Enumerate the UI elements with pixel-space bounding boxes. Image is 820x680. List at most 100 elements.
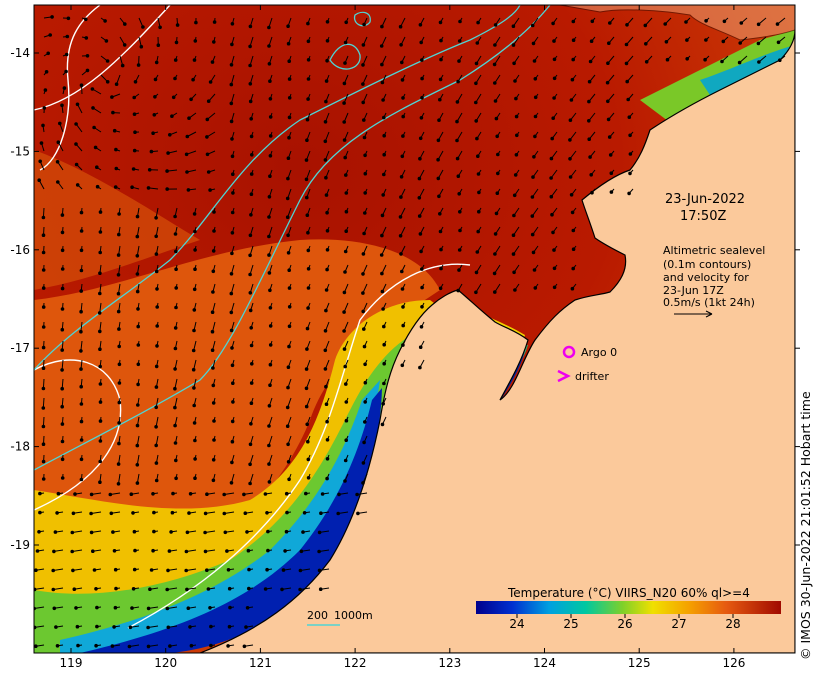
- velocity-arrow-head: [317, 568, 322, 573]
- velocity-arrow-head: [34, 568, 38, 573]
- velocity-arrow-head: [455, 138, 459, 143]
- velocity-arrow-head: [304, 177, 309, 182]
- velocity-arrow-head: [342, 310, 346, 314]
- velocity-arrow-head: [38, 491, 42, 496]
- velocity-arrow-head: [111, 110, 115, 115]
- latitude-axis: -14 -15 -16 -17 -18 -19: [10, 46, 800, 552]
- velocity-arrow-head: [71, 511, 76, 516]
- velocity-arrow-head: [268, 288, 272, 293]
- velocity-arrow-head: [171, 491, 175, 496]
- velocity-arrow-head: [135, 272, 140, 276]
- velocity-arrow-head: [41, 286, 46, 290]
- velocity-arrow-head: [325, 39, 330, 43]
- velocity-arrow-head: [344, 173, 348, 177]
- velocity-arrow-head: [305, 347, 309, 351]
- velocity-arrow-head: [417, 176, 422, 181]
- velocity-arrow-head: [266, 548, 270, 553]
- velocity-arrow-head: [60, 439, 65, 444]
- velocity-arrow-head: [625, 79, 630, 84]
- velocity-arrow-head: [94, 587, 98, 591]
- velocity-arrow-head: [209, 624, 213, 629]
- plot-area: [34, 5, 795, 653]
- velocity-arrow-head: [209, 643, 213, 648]
- velocity-arrow-head: [287, 324, 292, 329]
- velocity-arrow-head: [112, 625, 116, 629]
- velocity-arrow-head: [267, 271, 272, 275]
- velocity-arrow-head: [263, 587, 268, 591]
- velocity-arrow-head: [243, 511, 248, 516]
- velocity-arrow-head: [229, 119, 234, 124]
- velocity-arrow-head: [721, 39, 726, 44]
- velocity-arrow-head: [244, 625, 248, 629]
- velocity-arrow-head: [230, 251, 234, 256]
- velocity-arrow-head: [306, 97, 310, 101]
- velocity-arrow-head: [287, 77, 292, 81]
- velocity-arrow-head: [512, 61, 516, 66]
- velocity-arrow-head: [439, 266, 443, 271]
- velocity-arrow-head: [361, 272, 365, 276]
- velocity-arrow-head: [155, 344, 159, 348]
- velocity-arrow-head: [285, 196, 290, 201]
- velocity-arrow-head: [212, 438, 216, 442]
- velocity-arrow-head: [229, 272, 234, 276]
- velocity-arrow-head: [58, 121, 62, 126]
- velocity-arrow-head: [192, 212, 197, 216]
- velocity-arrow-head: [173, 441, 178, 445]
- velocity-arrow-head: [130, 185, 134, 189]
- velocity-arrow-head: [116, 291, 121, 296]
- velocity-arrow-head: [135, 234, 140, 239]
- velocity-arrow-head: [230, 439, 235, 444]
- velocity-arrow-head: [493, 23, 498, 27]
- velocity-arrow-head: [141, 25, 145, 29]
- velocity-arrow-head: [267, 253, 271, 257]
- velocity-arrow-head: [531, 250, 536, 255]
- velocity-arrow-head: [704, 38, 708, 42]
- velocity-arrow-head: [568, 138, 572, 142]
- velocity-arrow-head: [79, 289, 83, 293]
- velocity-arrow-head: [284, 529, 289, 534]
- velocity-arrow-head: [136, 362, 141, 367]
- velocity-arrow-head: [248, 481, 252, 486]
- velocity-arrow-head: [401, 305, 405, 309]
- velocity-arrow-head: [587, 99, 591, 104]
- velocity-arrow-head: [756, 41, 761, 46]
- velocity-arrow-head: [305, 195, 309, 200]
- velocity-arrow-head: [608, 153, 613, 157]
- velocity-arrow-head: [305, 138, 309, 142]
- velocity-arrow-head: [286, 442, 290, 447]
- velocity-arrow-head: [280, 587, 284, 592]
- velocity-arrow-head: [401, 323, 406, 328]
- velocity-arrow-head: [136, 324, 140, 329]
- velocity-arrow-head: [361, 100, 366, 105]
- velocity-arrow-head: [362, 440, 366, 445]
- velocity-arrow-head: [135, 463, 140, 467]
- velocity-arrow-head: [248, 308, 253, 313]
- velocity-arrow-head: [41, 345, 46, 350]
- velocity-arrow-head: [185, 530, 190, 535]
- velocity-arrow-head: [285, 510, 289, 515]
- velocity-arrow-head: [685, 38, 689, 42]
- velocity-arrow-head: [203, 549, 208, 554]
- velocity-arrow-head: [704, 19, 708, 23]
- velocity-arrow-head: [438, 286, 443, 291]
- argo-marker: Argo 0: [562, 345, 617, 359]
- velocity-arrow-head: [323, 329, 328, 333]
- velocity-arrow-head: [267, 443, 271, 448]
- velocity-arrow-head: [229, 481, 234, 485]
- velocity-arrow-head: [361, 63, 365, 67]
- velocity-arrow-head: [248, 99, 253, 104]
- velocity-arrow-head: [684, 20, 688, 24]
- velocity-arrow-head: [286, 385, 290, 390]
- velocity-arrow-head: [72, 587, 77, 592]
- velocity-arrow-head: [268, 134, 273, 138]
- plot-frame: [33, 4, 796, 654]
- velocity-arrow-head: [587, 119, 591, 123]
- velocity-arrow-head: [56, 180, 60, 184]
- velocity-arrow-head: [171, 95, 176, 100]
- velocity-arrow-head: [173, 346, 178, 351]
- velocity-arrow-head: [79, 248, 84, 253]
- velocity-arrow-head: [149, 149, 154, 154]
- velocity-arrow-head: [89, 511, 93, 516]
- velocity-arrow-head: [344, 191, 349, 195]
- velocity-arrow-head: [153, 77, 158, 82]
